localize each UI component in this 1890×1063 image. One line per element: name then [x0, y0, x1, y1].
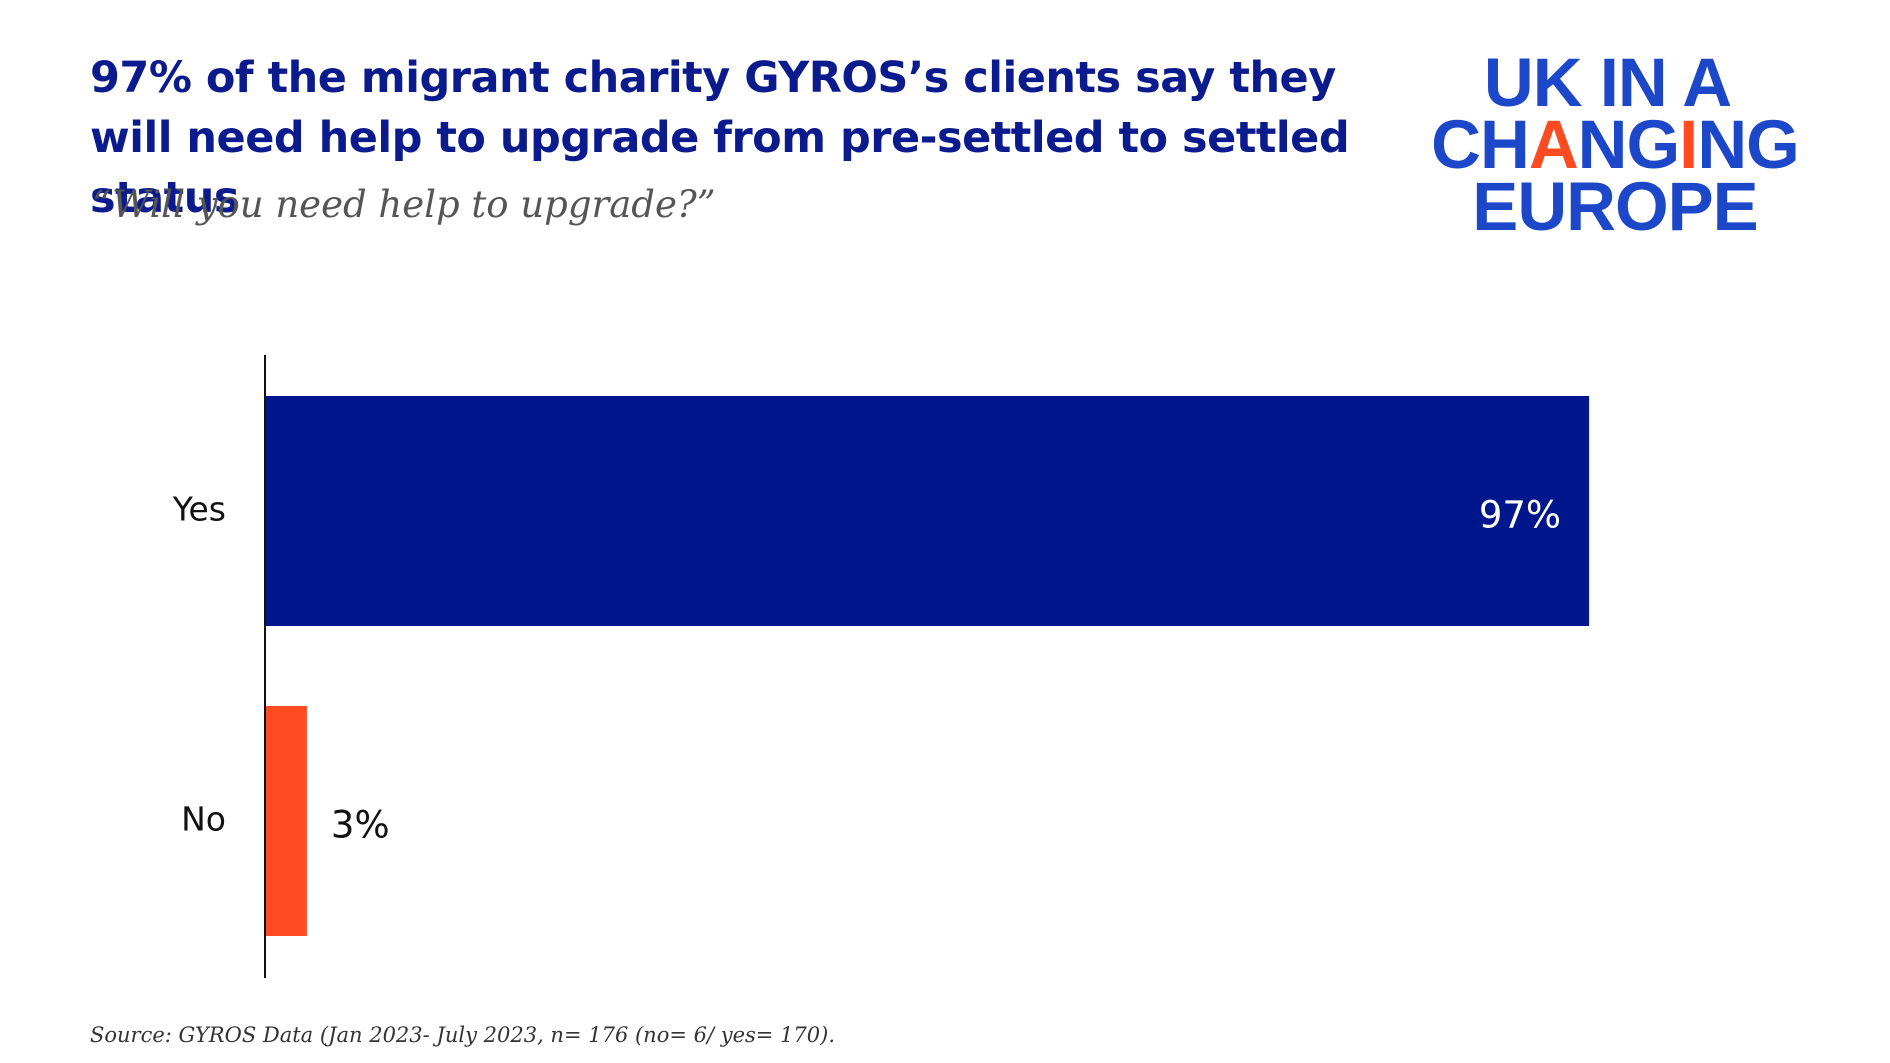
category-label-no: No [181, 800, 226, 839]
logo-part-ng-1: NG [1577, 106, 1680, 183]
brand-logo: UK IN A CHANGING EUROPE [1405, 48, 1825, 245]
bar-no [266, 706, 307, 936]
logo-accent-a: A [1528, 106, 1579, 183]
source-note: Source: GYROS Data (Jan 2023- July 2023,… [90, 1023, 836, 1047]
logo-part-ch: CH [1431, 106, 1530, 183]
logo-line-1: UK IN A [1483, 44, 1732, 121]
logo-line-3: EUROPE [1472, 168, 1758, 245]
logo-accent-i: I [1679, 106, 1698, 183]
category-label-yes: Yes [172, 490, 226, 529]
value-label-no: 3% [331, 804, 390, 847]
logo-part-ng-2: NG [1697, 106, 1799, 183]
value-label-yes: 97% [1479, 494, 1561, 537]
logo-line-2: CHANGING [1405, 110, 1825, 179]
bars-layer: Yes 97% No 3% [172, 396, 1590, 936]
bar-yes [266, 396, 1590, 626]
chart-subtitle: “Will you need help to upgrade?” [92, 183, 716, 226]
chart-title: 97% of the migrant charity GYROS’s clien… [90, 53, 1350, 223]
